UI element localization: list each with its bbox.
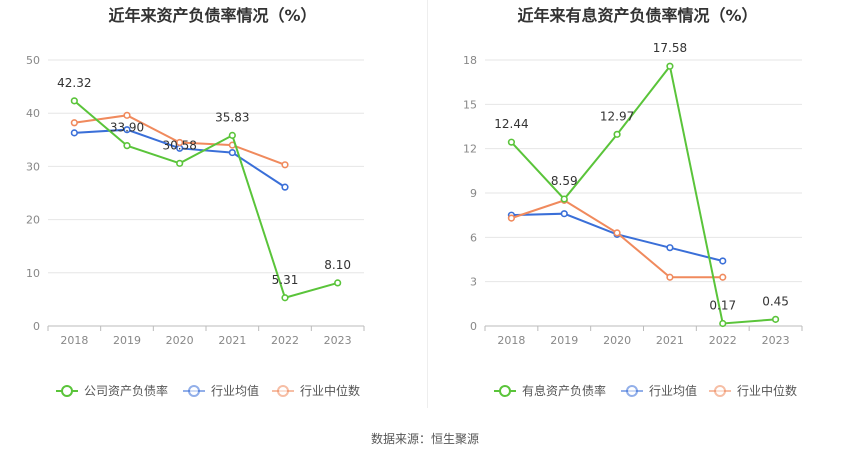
c2-series-line-2: [511, 199, 723, 279]
c1-legend-label[interactable]: 行业中位数: [300, 383, 360, 398]
c2-data-label: 12.97: [600, 109, 634, 123]
c2-series-point-0: [719, 319, 727, 328]
panel-divider: [427, 0, 428, 408]
c2-y-tick-label: 9: [470, 187, 477, 200]
c1-x-tick-label: 2020: [166, 334, 194, 347]
c2-series-point-1: [666, 244, 674, 252]
c1-legend-swatch-marker[interactable]: [188, 385, 200, 397]
c1-series-point-2: [281, 161, 289, 169]
c2-series-point-1: [560, 210, 568, 218]
c2-y-tick-label: 18: [463, 54, 477, 67]
c2-legend-swatch-marker[interactable]: [499, 385, 511, 397]
c1-legend-label[interactable]: 公司资产负债率: [84, 383, 168, 398]
c2-series-point-1: [719, 257, 727, 265]
c1-data-label: 8.10: [324, 258, 351, 272]
c1-data-label: 33.90: [110, 121, 144, 135]
c2-series-line-0: [510, 63, 776, 325]
c1-series-point-0: [123, 142, 131, 150]
c2-legend-swatch-marker[interactable]: [714, 385, 726, 397]
chart-title-left: 近年来资产负债率情况（%）: [108, 6, 317, 25]
data-source-note: 数据来源：恒生聚源: [370, 432, 479, 446]
c2-data-label: 17.58: [653, 41, 687, 55]
c1-series-point-0: [281, 294, 289, 302]
c2-data-label: 8.59: [551, 174, 578, 188]
c1-series-point-1: [281, 183, 289, 191]
c1-series-point-0: [70, 97, 78, 105]
c1-legend-label[interactable]: 行业均值: [211, 383, 259, 398]
c1-series-point-0: [176, 159, 184, 167]
c2-y-tick-label: 0: [470, 320, 477, 333]
c2-data-label: 12.44: [494, 117, 528, 131]
c2-y-tick-label: 3: [470, 276, 477, 289]
c1-series-point-1: [228, 148, 236, 157]
c1-x-tick-label: 2022: [271, 334, 299, 347]
c2-x-tick-label: 2022: [709, 334, 737, 347]
c1-data-label: 30.58: [162, 138, 196, 152]
c1-legend-swatch-marker[interactable]: [61, 385, 73, 397]
c1-y-tick-label: 10: [26, 267, 40, 280]
c2-x-tick-label: 2018: [497, 334, 525, 347]
c2-x-tick-label: 2023: [762, 334, 790, 347]
chart-title-right: 近年来有息资产负债率情况（%）: [517, 6, 758, 25]
c1-x-tick-label: 2021: [218, 334, 246, 347]
c2-series-point-0: [507, 138, 516, 146]
c2-y-tick-label: 12: [463, 143, 477, 156]
c1-y-tick-label: 20: [26, 214, 40, 227]
c1-series-point-0: [334, 279, 342, 287]
c2-data-label: 0.45: [762, 294, 789, 308]
c1-y-tick-label: 30: [26, 160, 40, 173]
c1-data-label: 35.83: [215, 110, 249, 124]
c2-series-point-2: [613, 229, 621, 237]
c2-series-point-0: [560, 195, 568, 203]
c1-y-tick-label: 50: [26, 54, 40, 67]
c1-series-point-1: [123, 126, 131, 134]
c1-series-point-2: [123, 111, 131, 119]
c2-series-point-2: [507, 214, 516, 222]
c2-legend-label[interactable]: 行业均值: [649, 383, 697, 398]
c1-series-line-0: [73, 100, 338, 299]
c2-legend-label[interactable]: 行业中位数: [737, 383, 797, 398]
c1-series-point-1: [70, 129, 78, 137]
c1-y-tick-label: 0: [33, 320, 40, 333]
c1-legend-swatch-marker[interactable]: [277, 385, 289, 397]
c1-x-tick-label: 2019: [113, 334, 141, 347]
c2-x-tick-label: 2019: [550, 334, 578, 347]
c1-series-point-0: [228, 131, 236, 139]
c2-series-point-0: [771, 315, 780, 323]
c2-x-tick-label: 2020: [603, 334, 631, 347]
c2-series-point-2: [719, 273, 727, 281]
c2-legend-swatch-marker[interactable]: [626, 385, 638, 397]
c1-data-label: 42.32: [57, 76, 91, 90]
c1-x-tick-label: 2018: [60, 334, 88, 347]
c2-y-tick-label: 6: [470, 231, 477, 244]
c2-y-tick-label: 15: [463, 98, 477, 111]
c2-series-point-0: [613, 130, 621, 138]
c2-data-label: 0.17: [709, 298, 736, 312]
c1-data-label: 5.31: [272, 273, 299, 287]
c2-series-point-0: [666, 62, 674, 70]
c1-series-point-2: [70, 119, 78, 127]
c2-x-tick-label: 2021: [656, 334, 684, 347]
c2-legend-label[interactable]: 有息资产负债率: [522, 383, 606, 398]
c2-series-point-2: [666, 273, 674, 281]
c1-y-tick-label: 40: [26, 107, 40, 120]
c1-x-tick-label: 2023: [324, 334, 352, 347]
c1-series-point-2: [176, 138, 184, 147]
